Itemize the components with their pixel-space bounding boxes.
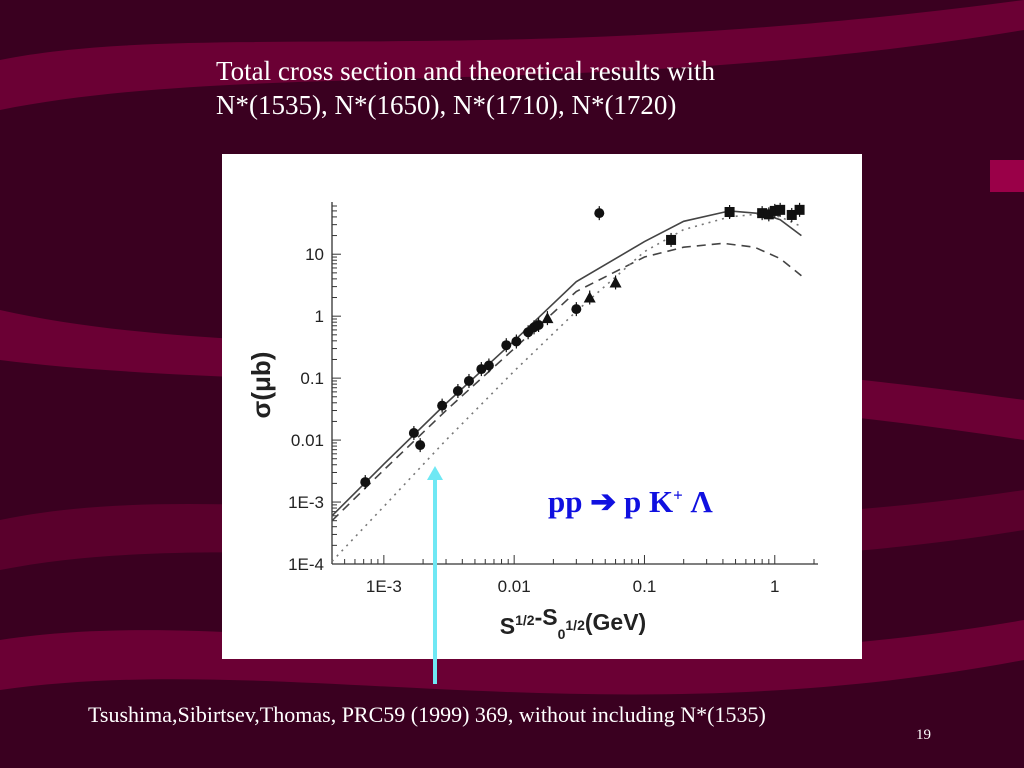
data-point-square	[666, 234, 677, 245]
y-tick-label: 0.1	[300, 369, 324, 388]
data-point-square	[769, 205, 780, 216]
data-point-square	[757, 208, 768, 219]
reaction-p-k: p K	[616, 484, 674, 519]
data-point-circle	[463, 375, 474, 386]
data-point-square	[763, 209, 774, 220]
x-tick-label: 0.01	[498, 577, 531, 596]
axis-labels: 1E-4 1E-3 0.01 0.1 1 10 1E-3 0.01 0.1 1 S1/2-S01/2…	[246, 245, 780, 642]
y-tick-label: 10	[305, 245, 324, 264]
data-point-circle	[415, 440, 426, 451]
y-tick-label: 1	[315, 307, 324, 326]
axes	[331, 202, 818, 565]
data-point-circle	[571, 304, 582, 315]
data-point-circle	[452, 385, 463, 396]
title-line-2: N*(1535), N*(1650), N*(1710), N*(1720)	[216, 90, 677, 120]
x-axis-label: S1/2-S01/2(GeV)	[500, 604, 646, 642]
title-line-1: Total cross section and theoretical resu…	[216, 56, 715, 86]
x-tick-label: 0.1	[633, 577, 657, 596]
slide-title: Total cross section and theoretical resu…	[216, 54, 976, 122]
theory-curve-dashed	[331, 242, 802, 522]
data-point-square	[724, 207, 735, 218]
data-point-triangle	[609, 276, 622, 288]
citation: Tsushima,Sibirtsev,Thomas, PRC59 (1999) …	[88, 702, 766, 727]
y-tick-label: 0.01	[291, 431, 324, 450]
data-point-circle	[501, 340, 512, 351]
data-point-circle	[360, 477, 371, 488]
right-arrow-icon: ➔	[590, 484, 617, 519]
up-arrow-shaft	[433, 474, 437, 684]
page-number: 19	[916, 727, 931, 743]
cross-section-chart: 1E-4 1E-3 0.01 0.1 1 10 1E-3 0.01 0.1 1 S1/2-S01/2…	[246, 202, 818, 642]
data-point-circle	[511, 336, 522, 347]
y-axis-label: σ(μb)	[246, 352, 276, 419]
x-tick-label: 1	[770, 577, 779, 596]
reaction-superscript: +	[673, 485, 683, 505]
data-points	[360, 202, 805, 490]
data-point-circle	[483, 360, 494, 371]
reaction-pp: pp	[548, 484, 591, 519]
y-tick-label: 1E-3	[288, 493, 324, 512]
data-point-circle	[594, 208, 605, 219]
data-point-triangle	[583, 291, 596, 303]
reaction-lambda: Λ	[682, 484, 713, 519]
reaction-label: pp ➔ p K+ Λ	[548, 484, 713, 520]
data-point-square	[794, 204, 805, 215]
data-point-circle	[476, 364, 487, 375]
data-point-triangle	[541, 312, 554, 324]
data-point-circle	[437, 400, 448, 411]
data-point-circle	[533, 320, 544, 331]
up-arrow-icon	[427, 466, 443, 480]
x-tick-label: 1E-3	[366, 577, 402, 596]
chart-panel: 1E-4 1E-3 0.01 0.1 1 10 1E-3 0.01 0.1 1 S1/2-S01/2…	[222, 154, 862, 659]
data-point-square	[775, 204, 786, 215]
data-point-circle	[408, 428, 419, 439]
y-tick-label: 1E-4	[288, 555, 324, 574]
data-point-square	[786, 209, 797, 220]
theory-curve-solid	[331, 210, 802, 517]
